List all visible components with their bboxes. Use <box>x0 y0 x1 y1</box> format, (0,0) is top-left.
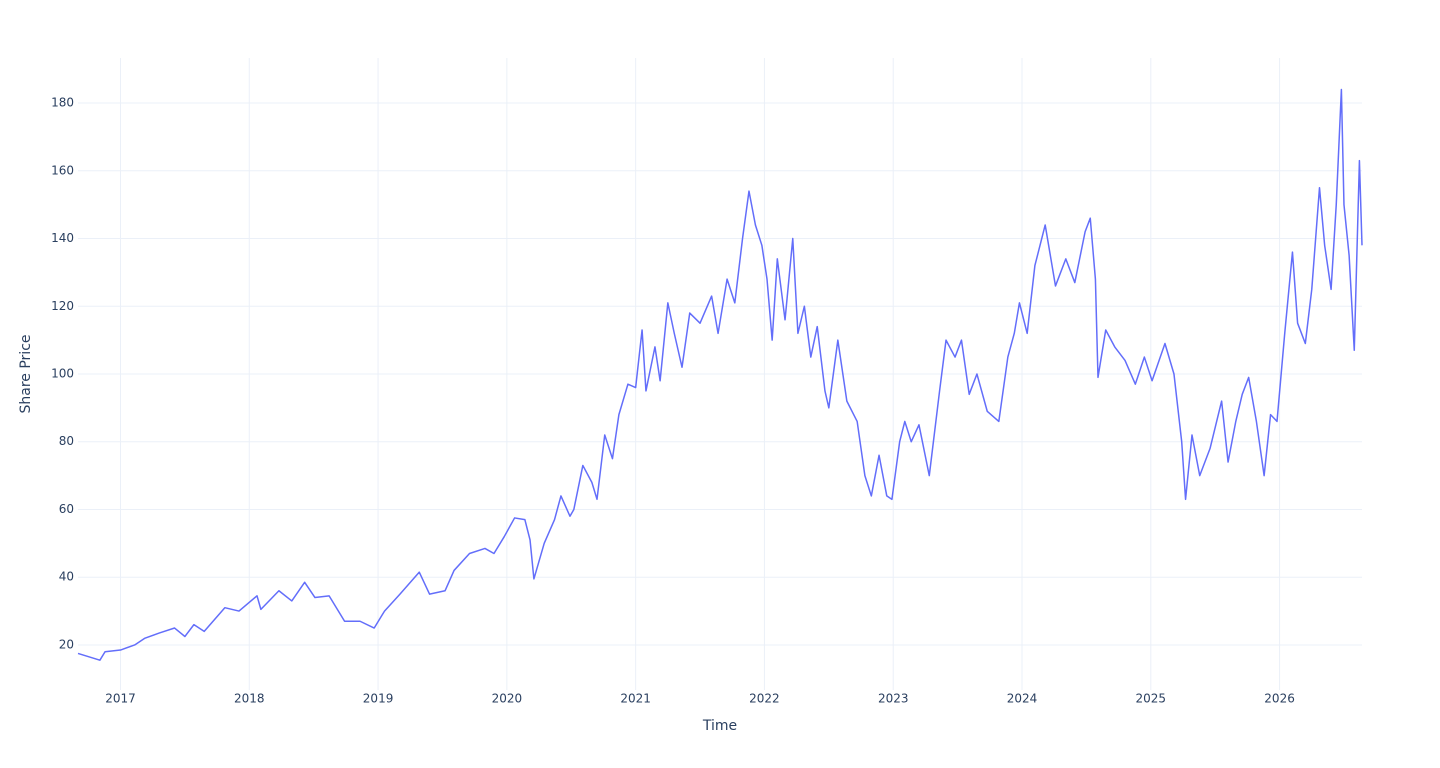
x-tick-label: 2026 <box>1264 692 1295 706</box>
y-tick-label: 80 <box>59 434 74 448</box>
y-tick-label: 20 <box>59 637 74 651</box>
x-tick-label: 2020 <box>492 692 523 706</box>
x-axis-title: Time <box>702 718 737 734</box>
y-tick-label: 180 <box>51 96 74 110</box>
y-tick-label: 100 <box>51 367 74 381</box>
y-tick-label: 60 <box>59 502 74 516</box>
x-tick-label: 2022 <box>749 692 780 706</box>
x-tick-label: 2021 <box>620 692 651 706</box>
x-tick-label: 2019 <box>363 692 394 706</box>
x-tick-label: 2023 <box>878 692 909 706</box>
price-line <box>77 88 1363 661</box>
y-axis-title: Share Price <box>18 334 34 413</box>
y-tick-label: 160 <box>51 163 74 177</box>
y-tick-label: 40 <box>59 570 74 584</box>
x-tick-label: 2025 <box>1136 692 1167 706</box>
x-tick-label: 2024 <box>1007 692 1038 706</box>
y-tick-label: 120 <box>51 299 74 313</box>
y-tick-label: 140 <box>51 231 74 245</box>
x-tick-label: 2018 <box>234 692 265 706</box>
x-tick-label: 2017 <box>105 692 136 706</box>
